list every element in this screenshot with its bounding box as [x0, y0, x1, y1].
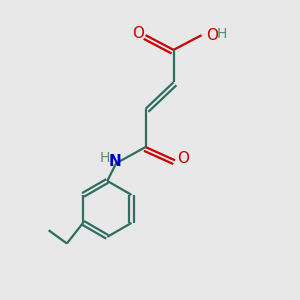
Text: O: O [206, 28, 218, 43]
Text: N: N [108, 154, 121, 169]
Text: O: O [177, 151, 189, 166]
Text: O: O [132, 26, 144, 41]
Text: H: H [217, 27, 227, 41]
Text: H: H [100, 151, 110, 165]
